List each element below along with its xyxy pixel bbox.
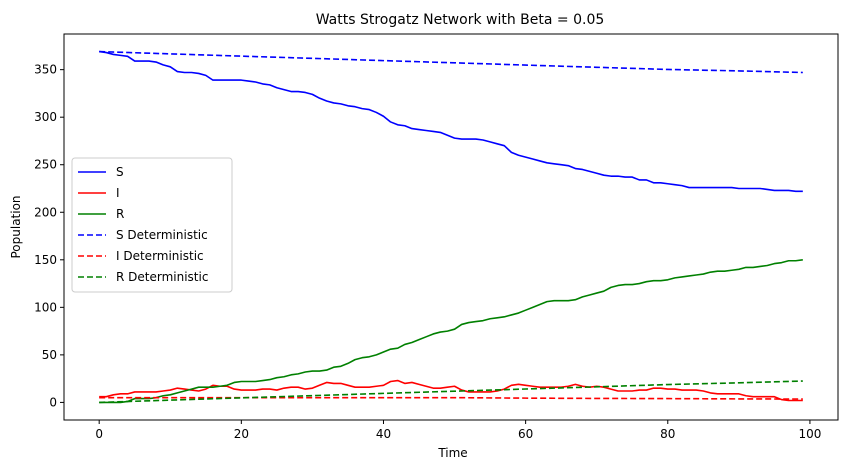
- y-tick-label: 200: [34, 205, 57, 219]
- x-tick-label: 100: [798, 427, 821, 441]
- legend-label: R: [116, 207, 124, 221]
- legend-label: S Deterministic: [116, 228, 208, 242]
- series-line-r-deterministic: [99, 380, 803, 404]
- legend-label: R Deterministic: [116, 270, 208, 284]
- x-axis: 0 20 40 60 80 100: [95, 420, 821, 441]
- series-line-s: [99, 50, 803, 193]
- x-tick-label: 40: [376, 427, 391, 441]
- y-tick-label: 50: [42, 348, 57, 362]
- y-tick-label: 100: [34, 300, 57, 314]
- y-tick-label: 0: [49, 395, 57, 409]
- legend-label: I: [116, 186, 120, 200]
- x-tick-label: 0: [95, 427, 103, 441]
- y-tick-label: 150: [34, 253, 57, 267]
- y-axis: 0 50 100 150 200 250 300 350: [34, 63, 64, 409]
- x-tick-label: 60: [518, 427, 533, 441]
- x-tick-label: 20: [234, 427, 249, 441]
- series-line-i: [99, 379, 803, 402]
- series-line-r: [99, 259, 803, 404]
- y-tick-label: 300: [34, 110, 57, 124]
- series-line-i-deterministic: [99, 396, 803, 400]
- chart-title: Watts Strogatz Network with Beta = 0.05: [316, 12, 605, 28]
- series-line-s-deterministic: [99, 50, 803, 74]
- plot-area: [99, 50, 803, 404]
- legend-label: I Deterministic: [116, 249, 204, 263]
- x-axis-label: Time: [437, 446, 467, 460]
- x-tick-label: 80: [660, 427, 675, 441]
- legend: SIR S Deterministic I Deterministic R Deter…: [71, 157, 233, 293]
- legend-box: [71, 157, 233, 293]
- y-tick-label: 350: [34, 63, 57, 77]
- y-axis-label: Population: [9, 195, 23, 258]
- y-tick-label: 250: [34, 158, 57, 172]
- legend-label: S: [116, 165, 124, 179]
- plot-frame: [63, 33, 839, 421]
